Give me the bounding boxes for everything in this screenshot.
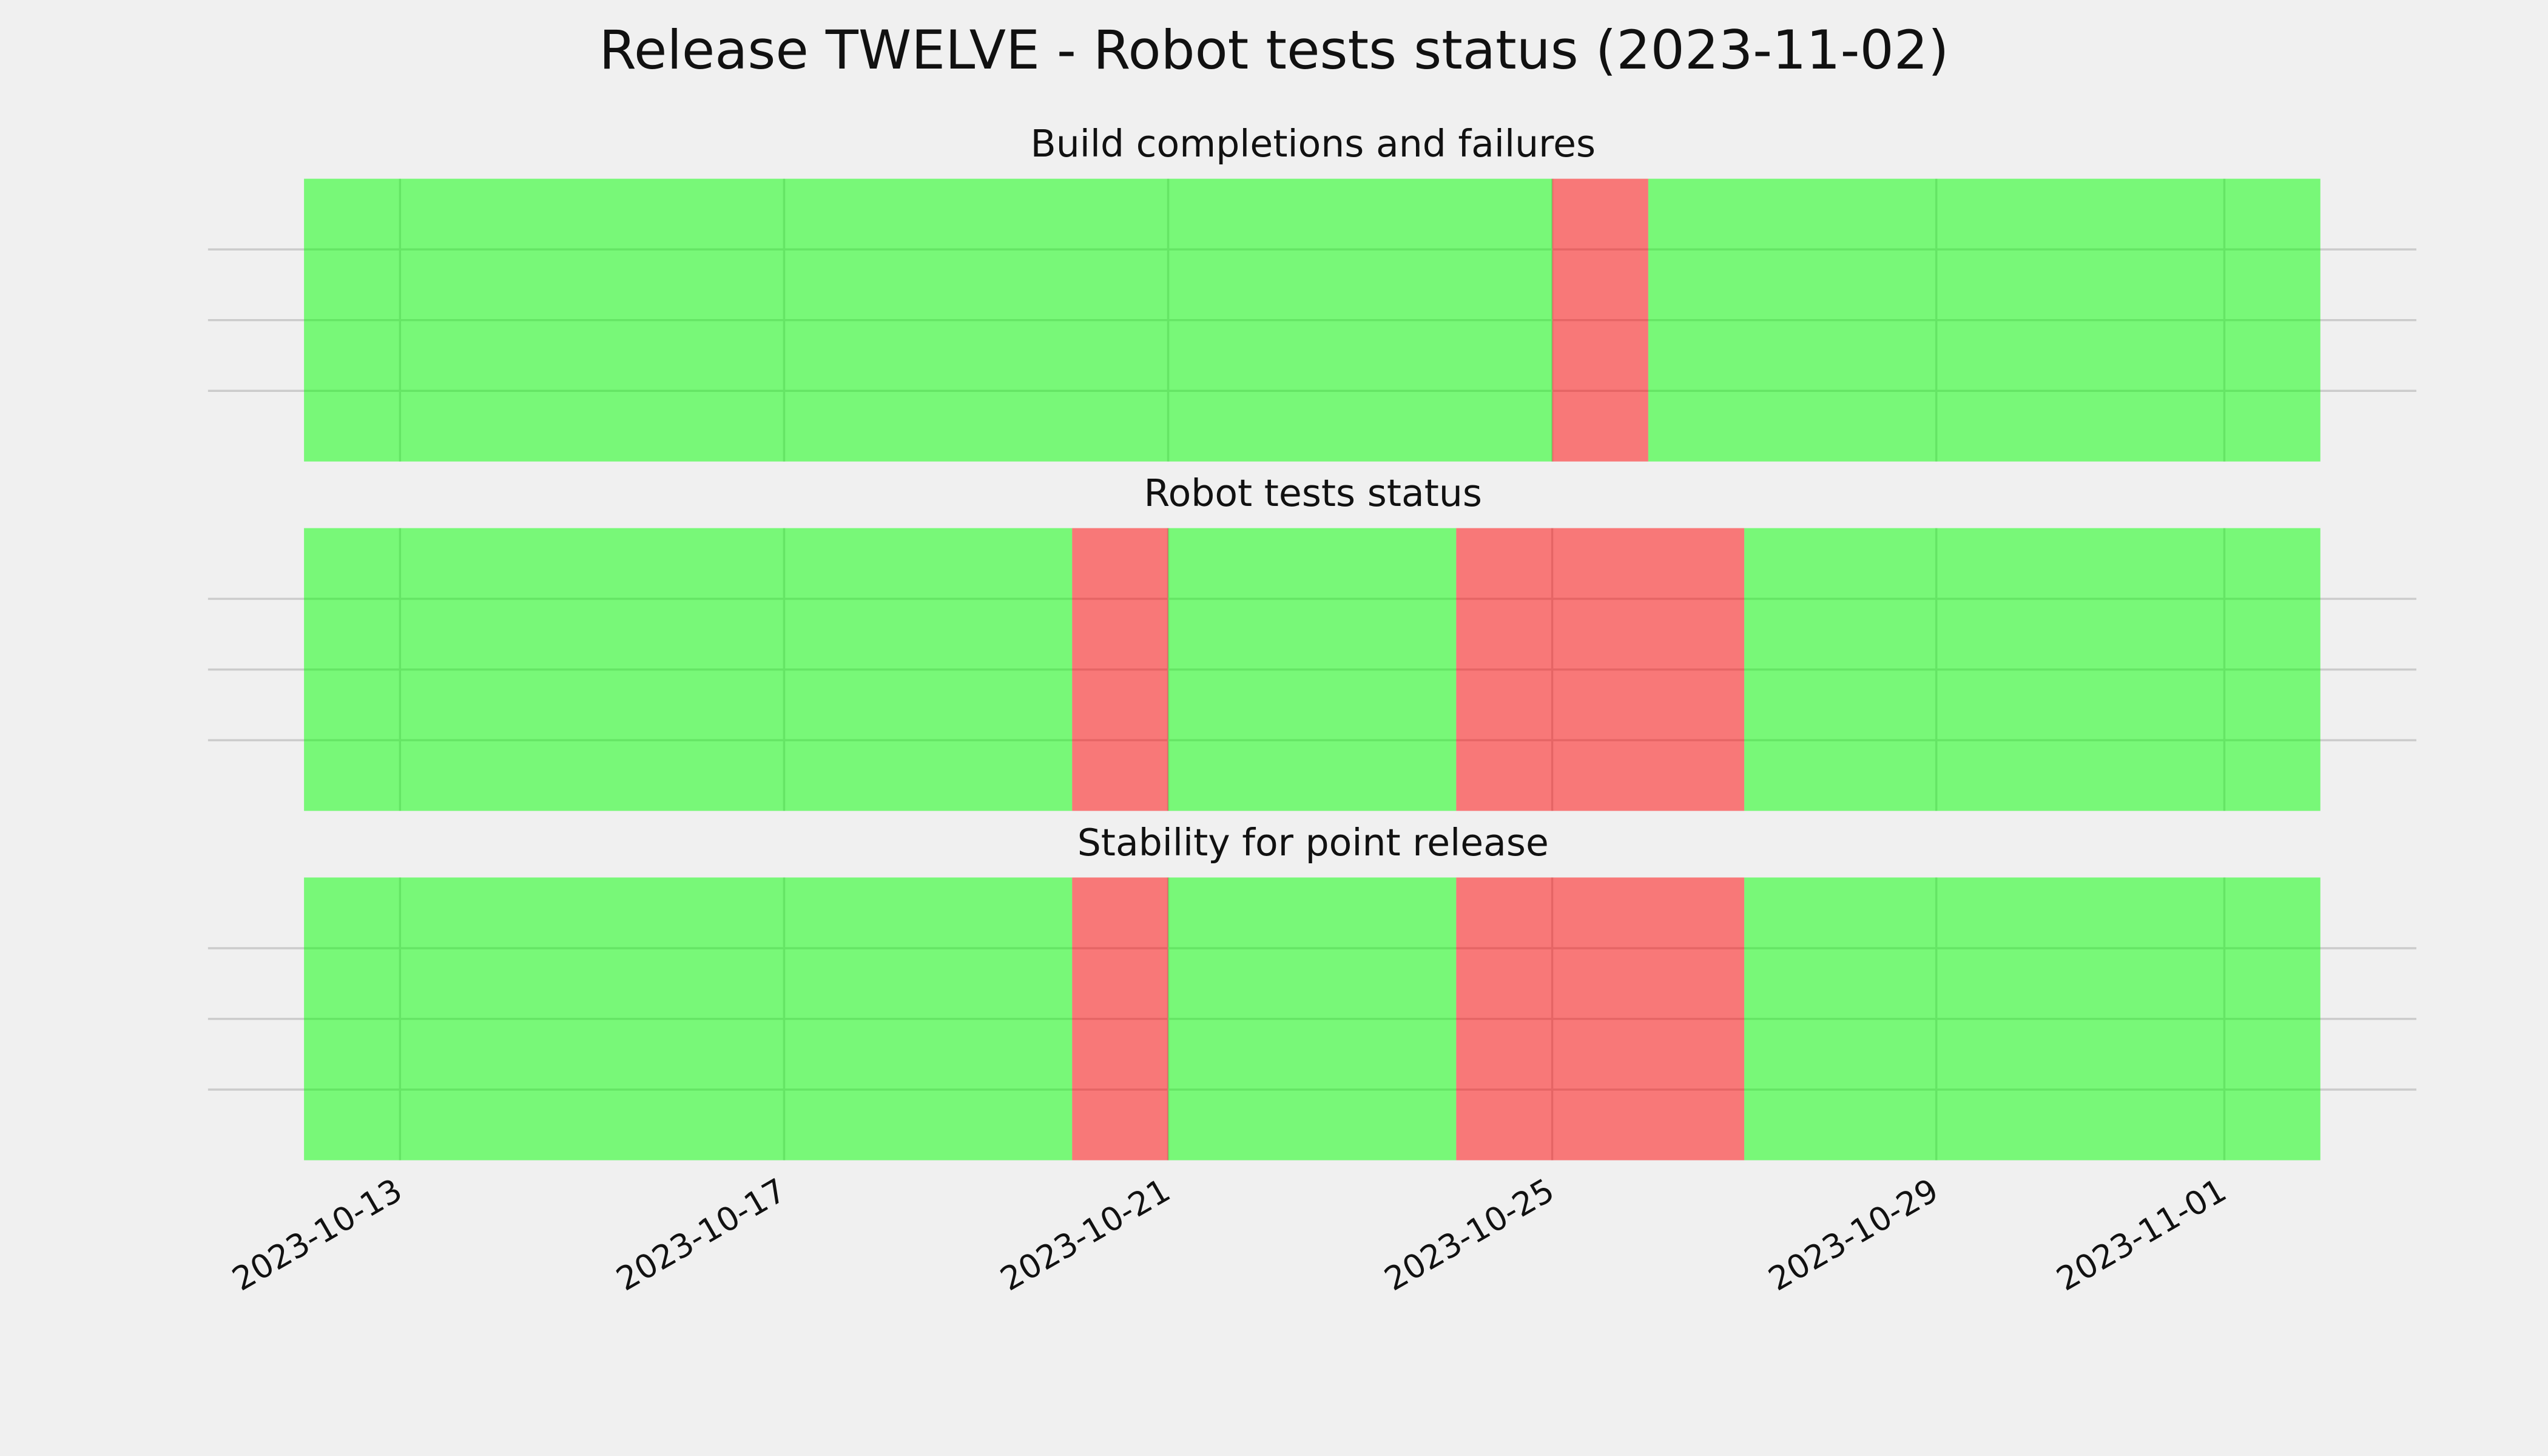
- status-segment: [1456, 528, 1745, 811]
- status-segment: [1168, 877, 1457, 1161]
- status-segment: [1456, 877, 1745, 1161]
- status-segment: [1168, 528, 1457, 811]
- panel-title: Stability for point release: [1077, 821, 1549, 864]
- status-segment: [304, 528, 1073, 811]
- chart-title: Release TWELVE - Robot tests status (202…: [599, 19, 1949, 81]
- status-segment: [1744, 528, 2320, 811]
- panel-title: Robot tests status: [1144, 471, 1482, 515]
- status-segment: [304, 877, 1073, 1161]
- status-segment: [1072, 877, 1168, 1161]
- status-segment: [304, 178, 1552, 462]
- status-segment: [1552, 178, 1648, 462]
- status-segment: [1072, 528, 1168, 811]
- panel-title: Build completions and failures: [1030, 122, 1596, 166]
- status-segment: [1744, 877, 2320, 1161]
- status-segment: [1648, 178, 2320, 462]
